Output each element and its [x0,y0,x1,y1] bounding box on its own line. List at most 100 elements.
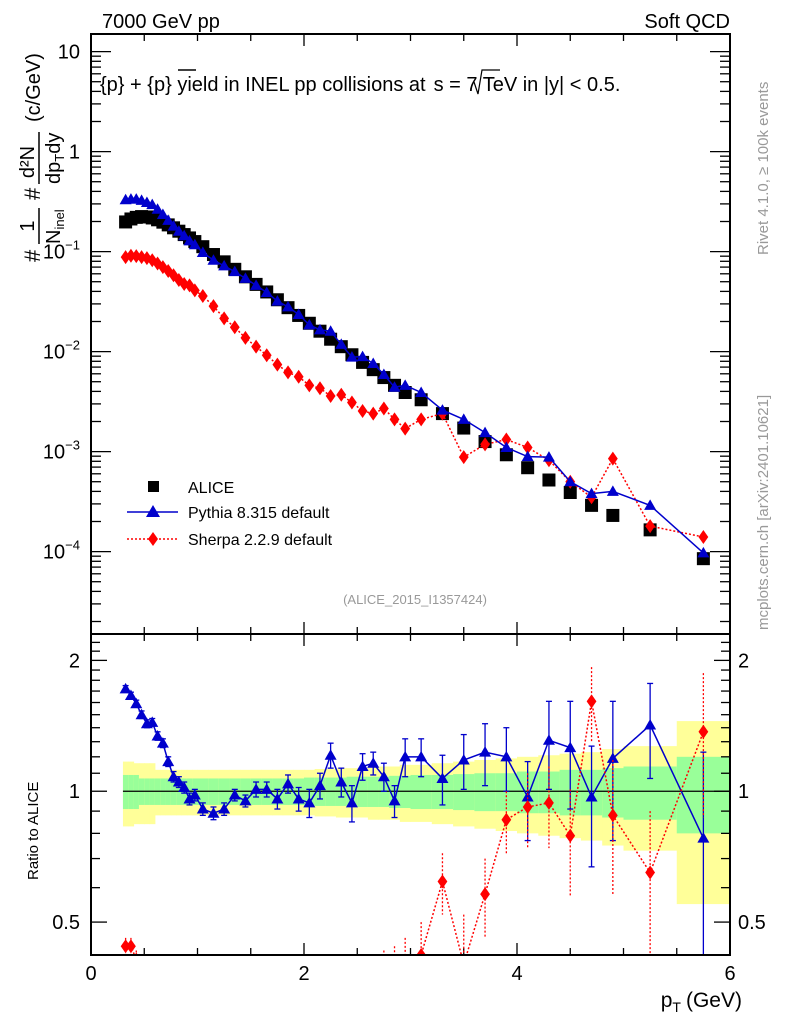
sherpa-spectrum-point [184,278,195,293]
y-tick-label-base: 10 [43,342,65,364]
pythia-spectrum-point [606,485,619,496]
pythia-ratio-point [313,779,326,791]
sherpa-spectrum-point [272,357,283,372]
sherpa-spectrum-line [125,254,704,538]
sherpa-spectrum-point [163,263,174,278]
sherpa-spectrum-point [378,401,389,416]
pythia-ratio-point [167,770,180,782]
ylabel-dy: dy [43,133,65,154]
sherpa-spectrum-point [131,249,142,264]
pythia-ratio-point [564,741,577,753]
band-inner-bin [410,774,433,810]
alice-point [563,486,577,500]
pythia-spectrum-point [377,368,390,380]
pythia-spectrum-point [146,198,159,210]
pythia-spectrum-point [415,386,428,398]
sherpa-spectrum-point [315,381,325,396]
svg-text:#: # [20,187,45,200]
pythia-ratio-point [479,746,492,757]
pythia-spectrum-point [172,225,185,236]
pythia-spectrum-point [156,208,169,220]
sherpa-spectrum-point [189,283,200,298]
pythia-ratio-point [156,737,169,748]
x-tick-label: 6 [724,963,735,985]
y-tick-label-base: 10 [58,42,80,64]
y-tick-label-base: 10 [43,242,65,264]
spectrum-marks [119,193,710,566]
sherpa-spectrum-point [126,248,136,263]
sherpa-spectrum-point [480,437,490,452]
sherpa-ratio-point [153,967,163,981]
y-tick-label-exponent: −4 [65,538,80,553]
sherpa-ratio-point [565,828,576,843]
sherpa-ratio-point [379,967,389,981]
sherpa-ratio-point [326,974,336,988]
pythia-ratio-point [146,716,159,727]
pythia-ratio-point [388,794,401,806]
pythia-ratio-point [356,760,369,771]
pythia-ratio-point [436,772,449,783]
sherpa-spectrum-point [197,288,208,303]
title-part-d: s [434,74,444,96]
pythia-ratio-point [271,792,284,804]
sherpa-spectrum-point [251,339,261,354]
pythia-ratio-point [250,783,263,794]
ylabel-hash-1: # [20,249,45,262]
pythia-spectrum-point [324,325,337,336]
band-inner-bin [128,774,135,810]
band-inner-bin [399,775,411,809]
y-tick-label-upper: 10−3 [43,438,80,464]
sherpa-spectrum-point [261,348,272,363]
title-part-e: = 7 TeV in |y| < 0.5. [444,74,621,96]
sherpa-ratio-point [262,982,272,996]
sherpa-spectrum-point [293,369,304,384]
sherpa-spectrum-point [157,260,168,275]
pythia-spectrum-point [207,254,220,265]
pythia-spectrum-point [564,475,577,487]
sherpa-spectrum-point [336,387,347,402]
sherpa-spectrum-point [501,432,512,447]
pythia-ratio-point [542,734,555,745]
y-tick-label-upper: 10−4 [43,538,80,564]
legend: ALICE Pythia 8.315 default Sherpa 2.2.9 … [127,480,333,549]
legend-marker-pythia [146,505,160,517]
pythia-ratio-point [119,682,132,694]
xlabel-unit: (GeV) [686,989,742,1012]
sherpa-spectrum-point [304,378,315,393]
pythia-ratio-point [303,796,316,808]
sherpa-ratio-point [586,694,597,709]
y-tick-label-upper: 1 [69,142,80,164]
sherpa-ratio-point [283,980,293,994]
x-tick-label: 0 [85,963,96,985]
sherpa-ratio-point [120,939,131,954]
y-tick-label-lower-right: 0.5 [738,912,766,934]
sherpa-ratio-point [147,964,157,978]
band-inner-bin [133,774,140,810]
pythia-ratio-line [125,688,705,839]
y-tick-label-upper: 10−1 [43,238,80,264]
pythia-ratio-point [207,807,220,818]
y-tick-label-base: 10 [43,542,65,564]
sherpa-ratio-line [125,701,705,955]
y-axis-label-upper: # 1 Ninel # d²N dpTdy (c/GeV) [17,53,67,262]
svg-text:Ninel: Ninel [43,209,67,244]
pythia-ratio-point [500,750,513,762]
pythia-ratio-point [239,794,252,806]
header-right: Soft QCD [644,11,730,33]
alice-point [585,498,599,512]
pythia-spectrum-point [345,351,358,362]
pythia-ratio-point [415,750,428,762]
y-tick-label-exponent: −3 [65,438,80,453]
sherpa-ratio-point [544,795,554,810]
title-part-b: {p} [147,74,172,96]
pythia-ratio-point [124,689,137,701]
sherpa-ratio-point [272,982,282,996]
ylabel-d2n: d²N [17,146,39,178]
sherpa-spectrum-point [458,450,469,465]
pythia-ratio-point [228,789,241,800]
header-left: 7000 GeV pp [102,11,220,33]
pythia-spectrum-point [313,323,326,335]
sherpa-spectrum-point [645,519,656,534]
svg-text:#: # [20,249,45,262]
